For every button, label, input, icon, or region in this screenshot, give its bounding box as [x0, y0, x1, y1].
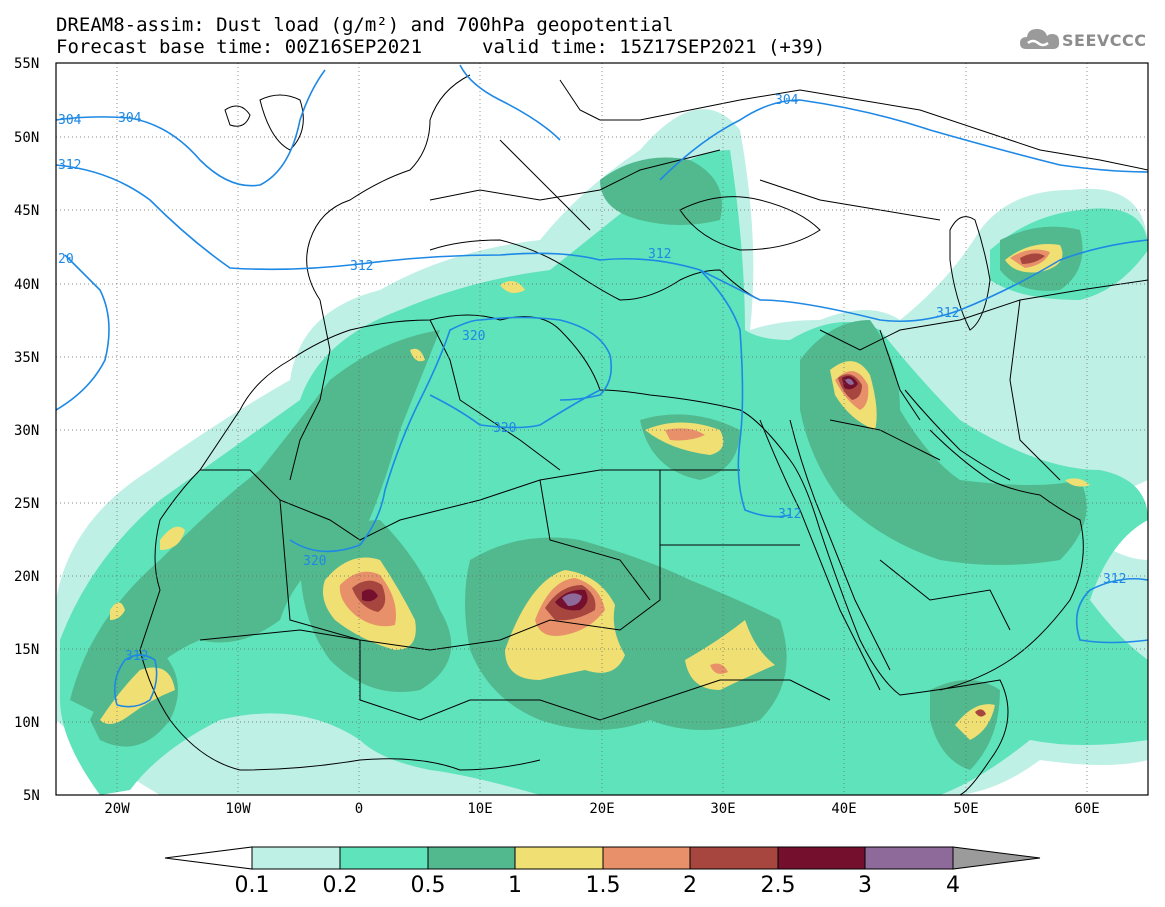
colorbar-tick: 1.5	[586, 873, 621, 898]
lat-label: 10N	[14, 715, 39, 731]
forecast-base-time: Forecast base time: 00Z16SEP2021	[56, 36, 423, 58]
contour-label: 320	[462, 329, 485, 344]
contour-label: 320	[303, 554, 326, 569]
colorbar-ticks: 0.1 0.2 0.5 1 1.5 2 2.5 3 4	[235, 873, 961, 898]
dust-layer-3	[562, 378, 854, 606]
lon-label: 10E	[467, 801, 492, 817]
colorbar-tick: 3	[858, 873, 872, 898]
lat-label: 15N	[14, 642, 39, 658]
contour-label: 304	[118, 111, 142, 126]
contour-label: 312	[648, 247, 671, 262]
colorbar-min-arrow	[164, 846, 253, 870]
colorbar-tick: 0.2	[323, 873, 358, 898]
lat-label: 45N	[14, 203, 39, 219]
lat-label: 55N	[14, 56, 39, 72]
contour-label: 312	[125, 649, 148, 664]
lat-label: 20N	[14, 569, 39, 585]
lon-label: 50E	[953, 801, 978, 817]
logo-text: SEEVCCC	[1062, 31, 1147, 50]
contour-label: 312	[350, 259, 373, 274]
contour-label: 312	[778, 507, 801, 522]
contour-label: 304	[58, 113, 82, 128]
colorbar-tick: 2	[683, 873, 697, 898]
colorbar-segment	[427, 846, 516, 870]
colorbar-tick: 0.1	[235, 873, 270, 898]
lon-label: 60E	[1074, 801, 1099, 817]
colorbar-segment	[514, 846, 604, 870]
colorbar-tick: 0.5	[411, 873, 446, 898]
contour-label: 20	[58, 252, 74, 267]
lon-label: 10W	[225, 801, 251, 817]
colorbar-tick: 1	[508, 873, 522, 898]
lat-label: 5N	[23, 788, 40, 804]
colorbar-segment	[602, 846, 691, 870]
colorbar-segment	[864, 846, 954, 870]
lon-label: 40E	[831, 801, 856, 817]
colorbar-segment	[339, 846, 429, 870]
colorbar-tick: 4	[946, 873, 960, 898]
seevccc-logo: SEEVCCC	[1018, 25, 1158, 59]
colorbar-segment	[777, 846, 866, 870]
lon-label: 0	[355, 801, 363, 817]
colorbar-segment	[689, 846, 779, 870]
lat-label: 50N	[14, 130, 39, 146]
lat-label: 40N	[14, 277, 39, 293]
cloud-icon	[1020, 29, 1060, 49]
lon-label: 20W	[104, 801, 130, 817]
contour-label: 312	[1103, 572, 1126, 587]
lat-label: 30N	[14, 423, 39, 439]
contour-label: 320	[493, 421, 516, 436]
lon-label: 20E	[589, 801, 614, 817]
contour-label: 312	[936, 306, 959, 321]
contour-labels: 304 304 304 312 312 312 312 312 312 312 …	[58, 93, 1126, 664]
colorbar	[164, 846, 1041, 870]
contour-label: 304	[775, 93, 799, 108]
colorbar-max-arrow	[952, 846, 1041, 870]
lon-label: 30E	[710, 801, 735, 817]
country-borders	[139, 74, 1148, 795]
contour-label: 312	[58, 158, 81, 173]
colorbar-segment	[251, 846, 341, 870]
plot-frame	[55, 62, 1149, 796]
chart-title: DREAM8-assim: Dust load (g/m²) and 700hP…	[56, 14, 674, 36]
colorbar-tick: 2.5	[761, 873, 796, 898]
valid-time: valid time: 15Z17SEP2021 (+39)	[482, 36, 826, 58]
latitude-axis: 55N 50N 45N 40N 35N 30N 25N 20N 15N 10N …	[14, 56, 40, 804]
lat-label: 35N	[14, 350, 39, 366]
map-plot: 304 304 304 312 312 312 312 312 312 312 …	[56, 63, 1148, 795]
longitude-axis: 20W 10W 0 10E 20E 30E 40E 50E 60E	[104, 801, 1099, 817]
lat-label: 25N	[14, 496, 39, 512]
geopotential-contours	[56, 64, 1148, 708]
